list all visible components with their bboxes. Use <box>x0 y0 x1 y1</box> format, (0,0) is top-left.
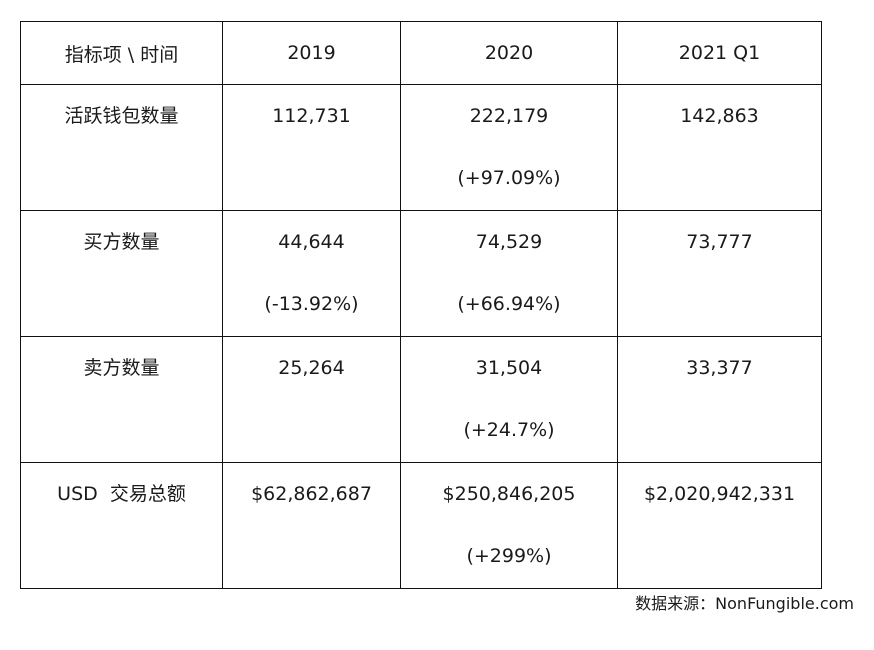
value-2019: 112,731 <box>272 105 351 127</box>
row-label-cell: 买方数量 <box>20 210 223 337</box>
table-header-row: 指标项 \ 时间 2019 2020 2021 Q1 <box>20 21 822 85</box>
row-label-cell: 卖方数量 <box>20 336 223 463</box>
value-2020: $250,846,205 <box>442 483 576 505</box>
change-2020: (+97.09%) <box>457 167 561 189</box>
change-2020: (+66.94%) <box>457 293 561 315</box>
value-2020: 74,529 <box>475 231 543 253</box>
row-label: 卖方数量 <box>83 357 160 379</box>
value-cell-2020: 222,179 (+97.09%) <box>400 84 618 211</box>
value-cell-2019: 112,731 <box>222 84 401 211</box>
row-label-cell: 活跃钱包数量 <box>20 84 223 211</box>
value-cell-2021-q1: 33,377 <box>617 336 822 463</box>
value-2020: 222,179 <box>469 105 549 127</box>
value-cell-2021-q1: 142,863 <box>617 84 822 211</box>
value-cell-2019: 44,644 (-13.92%) <box>222 210 401 337</box>
nft-market-stats-table: 指标项 \ 时间 2019 2020 2021 Q1 活跃钱包数量 112,73… <box>20 21 822 589</box>
header-corner-cell: 指标项 \ 时间 <box>20 21 223 85</box>
value-2019: 44,644 <box>278 231 345 253</box>
header-2020: 2020 <box>400 21 618 85</box>
value-cell-2020: 31,504 (+24.7%) <box>400 336 618 463</box>
table-row-sellers: 卖方数量 25,264 31,504 (+24.7%) 33,377 <box>20 336 822 463</box>
change-2020: (+299%) <box>466 545 552 567</box>
value-cell-2020: $250,846,205 (+299%) <box>400 462 618 589</box>
value-2019: 25,264 <box>278 357 345 379</box>
value-cell-2020: 74,529 (+66.94%) <box>400 210 618 337</box>
row-label: 买方数量 <box>83 231 160 253</box>
value-2021-q1: $2,020,942,331 <box>643 483 796 505</box>
change-2020: (+24.7%) <box>463 419 555 441</box>
table-row-buyers: 买方数量 44,644 (-13.92%) 74,529 (+66.94%) 73,… <box>20 210 822 337</box>
header-2019: 2019 <box>222 21 401 85</box>
value-cell-2019: $62,862,687 <box>222 462 401 589</box>
value-2019: $62,862,687 <box>251 483 372 505</box>
value-2021-q1: 73,777 <box>686 231 753 253</box>
row-label: 活跃钱包数量 <box>64 105 179 127</box>
table-row-usd-volume: USD 交易总额 $62,862,687 $250,846,205 (+299%)… <box>20 462 822 589</box>
change-2019: (-13.92%) <box>264 293 359 315</box>
value-2021-q1: 33,377 <box>686 357 753 379</box>
value-cell-2021-q1: 73,777 <box>617 210 822 337</box>
row-label-cell: USD 交易总额 <box>20 462 223 589</box>
header-2021-q1: 2021 Q1 <box>617 21 822 85</box>
value-2020: 31,504 <box>475 357 543 379</box>
value-2021-q1: 142,863 <box>680 105 759 127</box>
value-cell-2021-q1: $2,020,942,331 <box>617 462 822 589</box>
row-label: USD 交易总额 <box>57 483 186 505</box>
data-source-note: 数据来源：NonFungible.com <box>635 594 854 613</box>
table-row-active-wallets: 活跃钱包数量 112,731 222,179 (+97.09%) 142,863 <box>20 84 822 211</box>
value-cell-2019: 25,264 <box>222 336 401 463</box>
